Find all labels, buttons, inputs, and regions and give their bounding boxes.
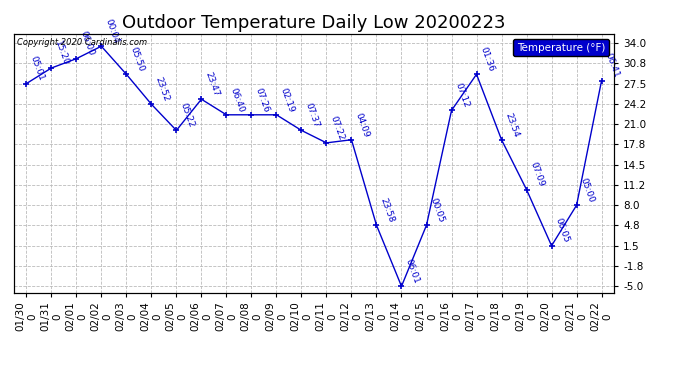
Text: 23:52: 23:52 xyxy=(153,76,170,103)
Text: 04:09: 04:09 xyxy=(353,111,371,138)
Text: 00:04: 00:04 xyxy=(104,18,121,45)
Text: 05:50: 05:50 xyxy=(128,46,146,73)
Text: 06:01: 06:01 xyxy=(404,258,421,285)
Text: 06:41: 06:41 xyxy=(604,52,621,79)
Text: 07:26: 07:26 xyxy=(253,86,270,114)
Text: 07:09: 07:09 xyxy=(529,161,546,188)
Text: 05:00: 05:00 xyxy=(579,177,596,204)
Title: Outdoor Temperature Daily Low 20200223: Outdoor Temperature Daily Low 20200223 xyxy=(122,14,506,32)
Text: 06:40: 06:40 xyxy=(228,86,246,114)
Text: 07:22: 07:22 xyxy=(328,114,346,142)
Text: Copyright 2020 Cardinalis.com: Copyright 2020 Cardinalis.com xyxy=(17,38,147,46)
Text: 02:19: 02:19 xyxy=(279,86,296,114)
Text: 05:01: 05:01 xyxy=(28,55,46,82)
Text: 15:20: 15:20 xyxy=(53,39,70,67)
Text: 23:58: 23:58 xyxy=(379,196,396,224)
Text: 23:47: 23:47 xyxy=(204,71,221,98)
Text: 06:05: 06:05 xyxy=(553,217,571,244)
Text: 05:22: 05:22 xyxy=(179,102,195,129)
Text: 07:37: 07:37 xyxy=(304,102,321,129)
Text: 00:05: 00:05 xyxy=(428,196,446,224)
Text: 23:54: 23:54 xyxy=(504,111,521,138)
Legend: Temperature (°F): Temperature (°F) xyxy=(513,39,609,56)
Text: 07:12: 07:12 xyxy=(453,82,471,109)
Text: 01:36: 01:36 xyxy=(479,46,496,73)
Text: 06:00: 06:00 xyxy=(79,30,96,57)
